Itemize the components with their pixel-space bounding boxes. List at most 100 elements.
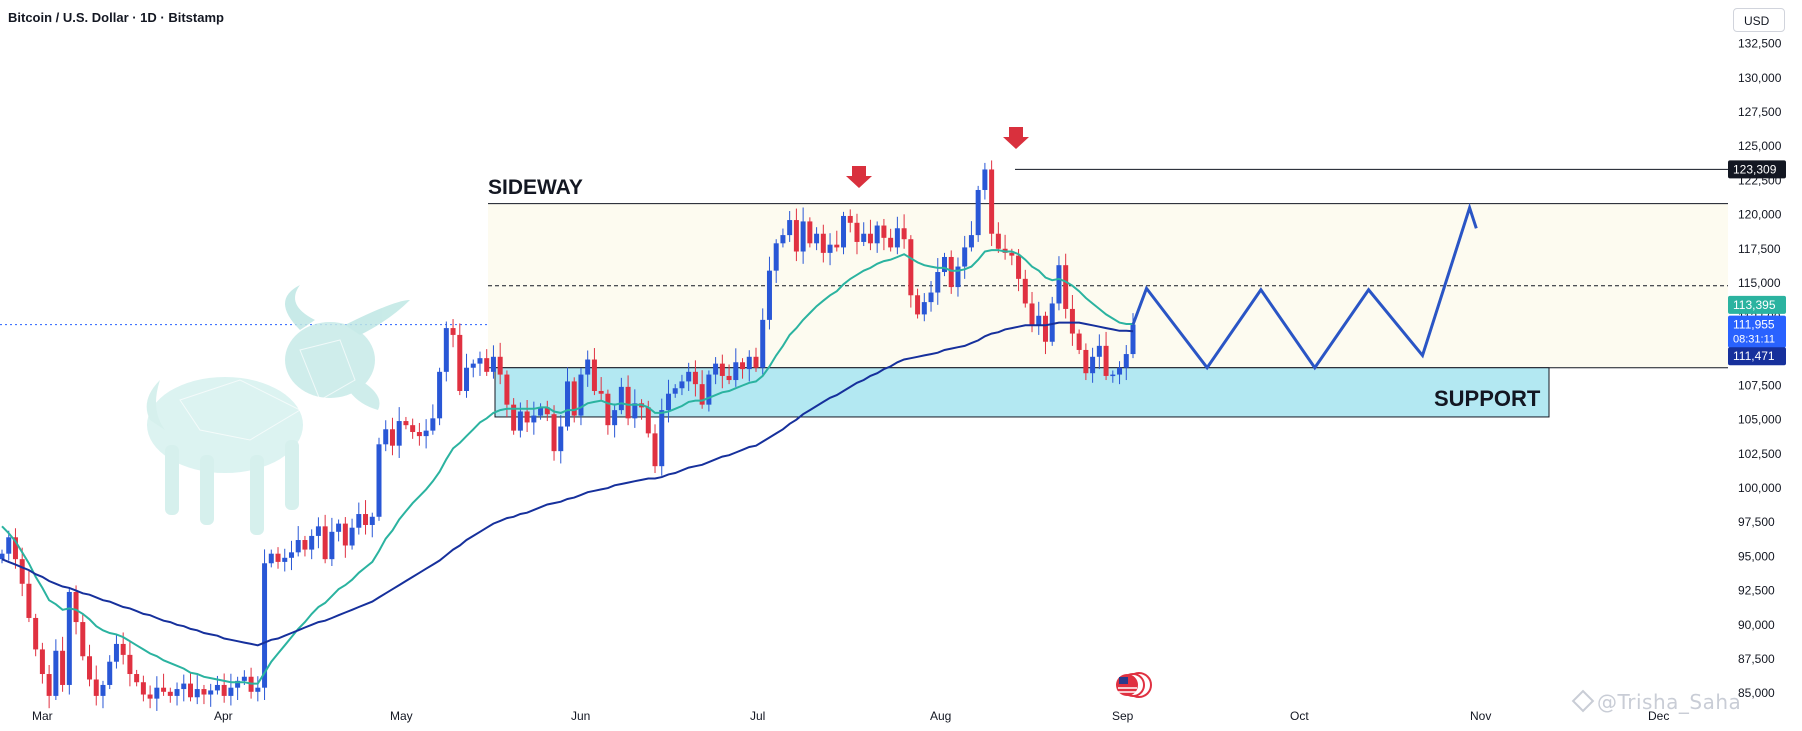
chart-title: Bitcoin / U.S. Dollar · 1D · Bitstamp [8, 10, 224, 25]
candle-body [955, 266, 961, 288]
y-tick-label: 120,000 [1738, 208, 1782, 222]
candle-body [511, 404, 517, 431]
candle-body [571, 381, 577, 416]
x-tick-label: Nov [1470, 709, 1491, 723]
candle-body [100, 684, 106, 696]
y-tick-label: 95,000 [1738, 549, 1775, 563]
candle-body [679, 381, 685, 389]
candle-body [618, 386, 624, 411]
last-price-text: 111,955 [1733, 318, 1775, 332]
candle-body [1029, 303, 1035, 326]
y-axis: 132,500130,000127,500125,000122,500120,0… [1738, 37, 1782, 700]
candle-body [66, 591, 72, 685]
candle-body [383, 429, 389, 445]
candle-body [544, 407, 550, 415]
candle-body [847, 215, 853, 223]
candle-body [827, 244, 833, 253]
candle-body [948, 256, 954, 288]
candle-body [686, 371, 692, 382]
candle-body [33, 617, 39, 650]
candle-body [1069, 308, 1075, 334]
ema-fast-price-text: 113,395 [1733, 298, 1776, 312]
candle-body [87, 656, 93, 680]
candle-body [470, 363, 476, 368]
candle-body [692, 371, 698, 385]
candle-body [167, 691, 173, 696]
candle-body [46, 674, 52, 696]
x-tick-label: Jun [571, 709, 590, 723]
candle-body [39, 649, 45, 675]
candle-body [450, 328, 456, 335]
candle-body [787, 220, 793, 236]
y-tick-label: 100,000 [1738, 481, 1782, 495]
candle-body [389, 429, 395, 446]
candle-body [376, 444, 382, 517]
candle-body [645, 407, 651, 434]
ema-fast-price-tag: 113,395 [1728, 295, 1786, 314]
y-tick-label: 87,500 [1738, 652, 1775, 666]
candle-body [464, 367, 470, 391]
x-tick-label: Dec [1648, 709, 1669, 723]
candle-body [773, 243, 779, 271]
candle-body [315, 526, 321, 536]
candle-body [1110, 374, 1116, 377]
candle-body [760, 319, 766, 368]
candle-body [591, 359, 597, 391]
candle-body [228, 687, 234, 696]
x-tick-label: May [390, 709, 413, 723]
y-tick-label: 107,500 [1738, 379, 1782, 393]
candle-body [531, 415, 537, 423]
candle-body [60, 650, 66, 685]
y-tick-label: 102,500 [1738, 447, 1782, 461]
high-price-tag: 123,309 [1728, 160, 1786, 179]
y-tick-label: 132,500 [1738, 37, 1782, 51]
candle-body [120, 643, 126, 655]
candle-body [585, 359, 591, 375]
us-flag-icon [1116, 672, 1152, 698]
candle-body [942, 256, 947, 273]
candle-body [753, 356, 759, 368]
y-tick-label: 127,500 [1738, 105, 1782, 119]
candle-body [262, 563, 268, 688]
candle-body [1056, 265, 1062, 304]
x-tick-label: Jul [750, 709, 765, 723]
candle-body [706, 374, 712, 405]
last-price-tag: 111,955 08:31:11 [1728, 315, 1786, 348]
candle-body [598, 390, 604, 394]
currency-selector[interactable]: USD [1733, 8, 1785, 32]
candle-body [268, 553, 274, 564]
candle-body [726, 375, 732, 381]
high-price-text: 123,309 [1733, 162, 1777, 176]
candle-body [295, 540, 301, 553]
candle-body [995, 233, 1001, 249]
candle-body [241, 676, 247, 681]
candle-body [396, 421, 402, 446]
sideway-label: SIDEWAY [488, 176, 583, 199]
candle-body [834, 244, 840, 248]
candle-body [288, 552, 294, 558]
candle-body [565, 381, 570, 427]
candle-body [793, 220, 799, 252]
candle-body [490, 356, 496, 372]
candle-body [477, 358, 483, 364]
candle-body [19, 559, 25, 584]
candle-body [605, 393, 611, 426]
candle-body [416, 432, 422, 437]
candle-body [1022, 278, 1028, 304]
candle-body [719, 363, 725, 376]
candle-body [26, 583, 32, 618]
candle-body [214, 684, 220, 691]
y-tick-label: 92,500 [1738, 584, 1775, 598]
candle-body [194, 689, 200, 698]
candle-body [1036, 315, 1042, 326]
candle-body [814, 233, 820, 244]
candle-body [874, 225, 880, 244]
y-tick-label: 97,500 [1738, 515, 1775, 529]
support-label: SUPPORT [1434, 386, 1541, 411]
candle-body [457, 334, 463, 391]
candle-body [221, 684, 227, 696]
candle-body [1083, 349, 1089, 374]
candle-body [484, 358, 490, 372]
candle-body [147, 694, 153, 699]
candle-body [867, 233, 873, 244]
